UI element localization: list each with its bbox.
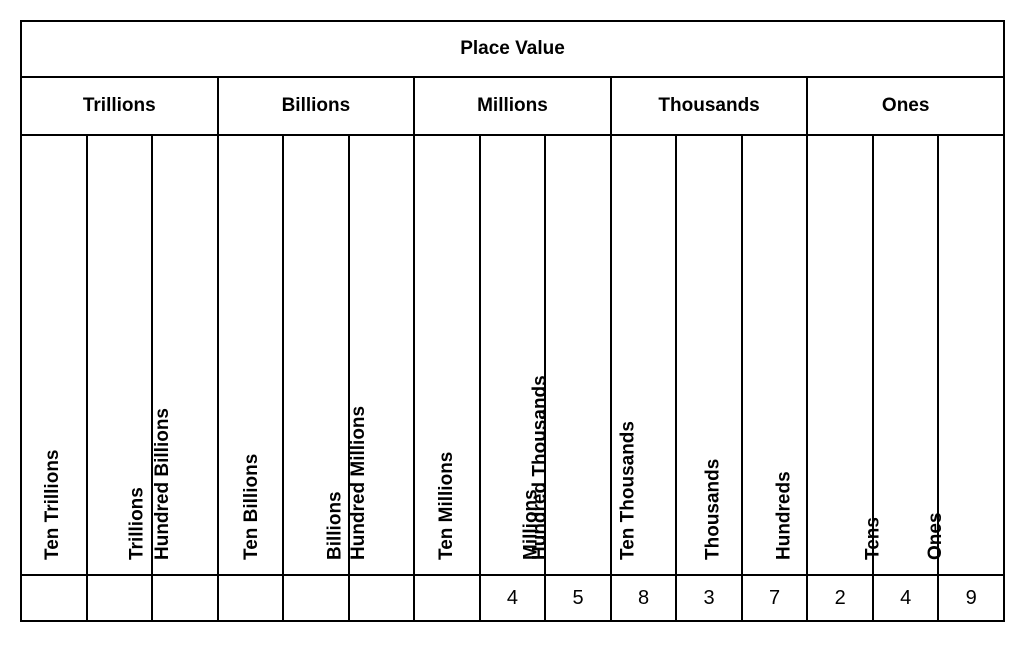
table-title: Place Value [21,21,1004,77]
column-header: Ten Thousands [618,421,640,560]
value-cell: 4 [480,575,546,621]
group-header: Millions [414,77,611,135]
value-cell: 5 [545,575,611,621]
column-header: Thousands [702,459,724,560]
value-cell [414,575,480,621]
table-value-row: 4 5 8 3 7 2 4 9 [21,575,1004,621]
place-value-table-container: Place Value Trillions Billions Millions … [20,20,1005,622]
column-header: Billions [325,491,347,560]
value-cell: 2 [807,575,873,621]
group-header: Trillions [21,77,218,135]
value-cell: 9 [938,575,1004,621]
group-header: Ones [807,77,1004,135]
value-cell [218,575,284,621]
table-group-row: Trillions Billions Millions Thousands On… [21,77,1004,135]
value-cell: 4 [873,575,939,621]
place-value-table: Place Value Trillions Billions Millions … [20,20,1005,622]
column-header: Ten Millions [436,452,458,560]
group-header: Thousands [611,77,808,135]
table-title-row: Place Value [21,21,1004,77]
column-header: Hundred Millions [348,406,370,560]
column-header: Hundred Thousands [529,375,551,560]
column-header: Tens [862,517,884,560]
column-header: Ten Trillions [42,450,64,561]
value-cell [349,575,415,621]
table-column-label-row: Hundred Trillions Ten Trillions Trillion… [21,135,1004,575]
column-header: Ones [925,512,947,560]
value-cell: 3 [676,575,742,621]
column-header: Ten Billions [241,454,263,560]
column-header-cell: Ones [938,135,1004,575]
value-cell [152,575,218,621]
column-header: Hundreds [774,471,796,560]
value-cell [283,575,349,621]
column-header-cell: Millions [545,135,611,575]
value-cell [21,575,87,621]
column-header: Trillions [126,487,148,560]
column-header: Hundred Billions [152,408,174,560]
value-cell: 8 [611,575,677,621]
group-header: Billions [218,77,415,135]
value-cell [87,575,153,621]
value-cell: 7 [742,575,808,621]
column-header-cell: Hundreds [807,135,873,575]
column-header-cell: Tens [873,135,939,575]
